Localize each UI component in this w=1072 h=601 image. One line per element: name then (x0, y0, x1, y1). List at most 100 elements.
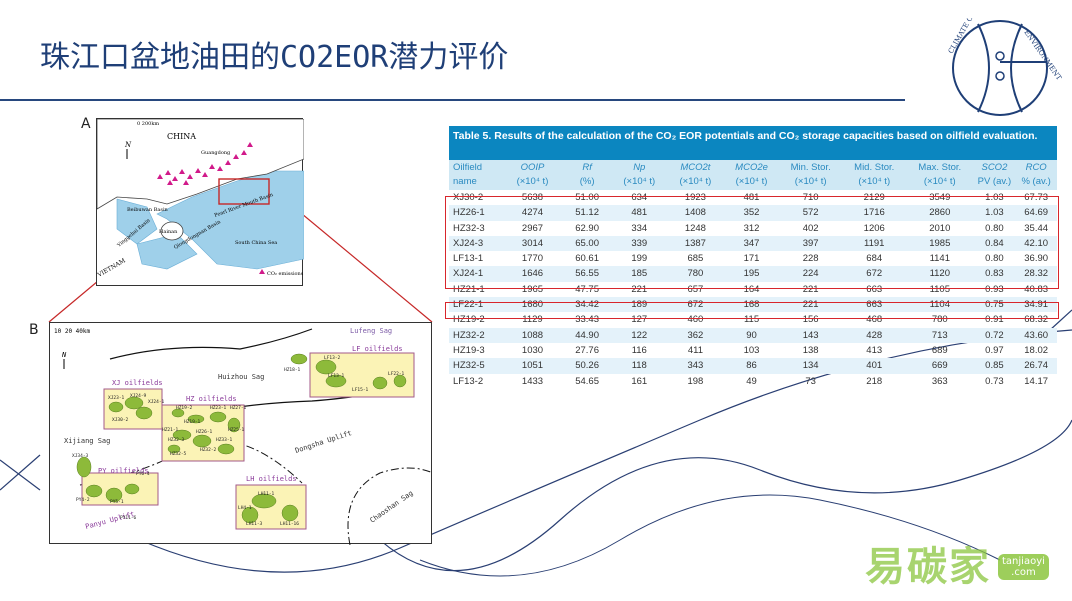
fig-b-field-xj23-1: XJ23-1 (108, 395, 125, 401)
table-cell: 195 (743, 268, 760, 280)
table-cell: 42.10 (1024, 237, 1049, 249)
table-cell: 64.69 (1024, 207, 1049, 219)
table-cell: 35.44 (1024, 222, 1049, 234)
table-cell: 36.90 (1024, 253, 1049, 265)
table-row: XJ30-2 5638 51.00 634 1923 481 710 2129 3549 1.03… (449, 190, 1057, 205)
header-mid-stor: Mid. Stor. (854, 162, 895, 173)
table-cell: XJ24-3 (453, 237, 484, 249)
highlight-box-top-five (445, 196, 1059, 289)
table-row: LF13-2 1433 54.65 161 198 49 73 218 363 0.73 14.17 (449, 374, 1057, 389)
subheader-mco2e-unit: (×10⁴ t) (735, 176, 768, 187)
table-cell: HZ19-3 (453, 344, 485, 356)
table-cell: 3014 (521, 237, 544, 249)
fig-b-field-hz23-1: HZ23-1 (210, 405, 227, 411)
table-cell: HZ21-1 (453, 283, 485, 295)
table-cell: 34.91 (1024, 299, 1049, 311)
table-cell: 481 (631, 207, 648, 219)
slide-title: 珠江口盆地油田的CO2EOR潜力评价 (40, 40, 509, 75)
table-cell: 2967 (521, 222, 544, 234)
table-cell: 634 (631, 192, 648, 203)
fig-b-field-hz32-3: HZ32-3 (168, 437, 185, 443)
table-cell: HZ26-1 (453, 207, 485, 219)
site-watermark: 易碳家 tanjiaoyi .com (865, 534, 1065, 590)
fig-b-field-hz25-1: HZ25-1 (228, 427, 245, 433)
table-cell: 684 (866, 253, 883, 265)
fig-b-field-xj24-9: XJ24-9 (130, 393, 147, 399)
table-cell: 4274 (521, 207, 544, 219)
table-cell: 122 (631, 329, 648, 341)
table-cell: 1923 (684, 192, 706, 203)
table-cell: 402 (802, 222, 819, 234)
table-cell: 43.60 (1024, 329, 1049, 341)
table-cell: 657 (687, 283, 704, 295)
fig-b-field-py4-2: PY4-2 (76, 497, 90, 503)
fig-b-field-hz33-1: HZ33-1 (216, 437, 233, 443)
fig-b-field-lh4-1: LH4-1 (238, 505, 252, 511)
fig-b-dongsha-uplift: Dongsha Uplift (294, 429, 353, 455)
fig-b-field-lf13-2: LF13-2 (324, 355, 341, 361)
table-cell: 343 (687, 360, 704, 372)
fig-b-field-py11-6: PY11-6 (120, 515, 137, 521)
header-oilfield: Oilfield (453, 162, 483, 173)
table-cell: 54.65 (575, 375, 599, 387)
table-cell: 780 (687, 268, 704, 280)
table-cell: HZ32-5 (453, 360, 485, 372)
header-rf: Rf (582, 162, 592, 173)
table-cell: 1206 (863, 222, 885, 234)
fig-b-field-lh11-16: LH11-16 (280, 521, 299, 527)
table-cell: 221 (802, 299, 819, 311)
table-cell: HZ19-2 (453, 314, 485, 326)
table-cell: 14.17 (1024, 375, 1049, 387)
fig-b-field-lh11-1: LH11-1 (258, 491, 275, 497)
table-cell: 2129 (863, 192, 885, 203)
header-rco: RCO (1025, 162, 1047, 173)
table-cell: 218 (866, 375, 883, 387)
table-cell: 352 (743, 207, 760, 219)
table-header-bottom: name (×10⁴ t) (%) (×10⁴ t) (×10⁴ t) (×10… (449, 176, 1057, 190)
table-row: HZ32-3 2967 62.90 334 1248 312 402 1206 2010 0.80… (449, 221, 1057, 236)
fig-b-xj-oilfields: XJ oilfields (112, 379, 163, 387)
table-cell: 168 (743, 299, 760, 311)
table-cell: 199 (631, 253, 648, 265)
table-cell: 672 (687, 299, 704, 311)
header-sco2: SCO2 (981, 162, 1008, 173)
table-cell: 397 (802, 237, 819, 249)
fig-b-field-xj24-1: XJ24-1 (148, 399, 165, 405)
table-cell: 0.72 (985, 329, 1004, 341)
table-cell: LF22-1 (453, 299, 484, 311)
table-cell: 713 (931, 329, 948, 341)
table-cell: 161 (631, 375, 648, 387)
fig-b-lf-oilfields: LF oilfields (352, 345, 403, 353)
table-cell: 1141 (929, 253, 950, 265)
table-cell: 1051 (521, 360, 544, 372)
table-cell: 685 (687, 253, 704, 265)
table-cell: 27.76 (575, 344, 599, 356)
fig-a-beibuwan: Beibuwan Basin (127, 207, 169, 213)
table-cell: 116 (631, 344, 647, 356)
table-row: LF13-1 1770 60.61 199 685 171 228 684 1141 0.80 36… (449, 251, 1057, 266)
table-cell: 5638 (521, 192, 544, 203)
fig-b-north: N (61, 351, 67, 359)
table-cell: 18.02 (1024, 344, 1049, 356)
table-caption: Table 5. Results of the calculation of t… (449, 126, 1057, 160)
table-cell: 86 (746, 360, 757, 372)
table-cell: 1770 (521, 253, 544, 265)
table-cell: 156 (802, 314, 819, 326)
table-cell: 1985 (929, 237, 951, 249)
table-cell: 143 (802, 329, 819, 341)
subheader-sco2-unit: PV (av.) (977, 176, 1012, 187)
fig-b-field-hz19-1: HZ19-1 (184, 419, 201, 425)
table-cell: 0.75 (985, 299, 1004, 311)
figure-b-label: B (29, 322, 39, 338)
table-row: HZ32-2 1088 44.90 122 362 90 143 428 713 0.72 43.6… (449, 327, 1057, 343)
table-cell: 60.61 (575, 253, 599, 265)
fig-b-lufeng-sag: Lufeng Sag (350, 327, 392, 335)
table-cell: 468 (866, 314, 883, 326)
table-cell: 67.73 (1024, 192, 1049, 203)
fig-b-field-py6-4: PY6-4 (136, 471, 150, 477)
fig-b-field-hz32-5: HZ32-5 (170, 451, 187, 457)
table-cell: 334 (631, 222, 648, 234)
table-cell: 1120 (929, 268, 950, 280)
table-cell: 411 (687, 344, 703, 356)
